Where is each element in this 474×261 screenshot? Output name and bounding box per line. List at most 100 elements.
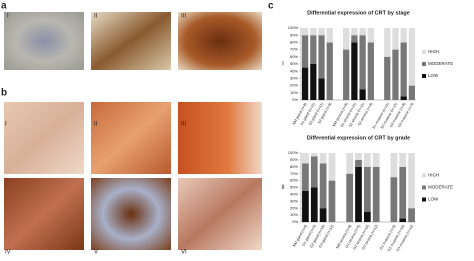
- bar-segment: [400, 28, 407, 43]
- y-tick-label: 40%: [290, 68, 298, 73]
- bar-segment: [355, 166, 362, 222]
- bar-segment: [326, 28, 333, 43]
- bar-segment: [319, 153, 327, 164]
- bar-segment: [319, 163, 327, 209]
- micrograph: [178, 102, 262, 174]
- bar-segment: [302, 163, 309, 191]
- bar-segment: [363, 153, 371, 167]
- bar-segment: [310, 187, 318, 222]
- bar-segment: [392, 49, 399, 100]
- bar-segment: [351, 28, 358, 36]
- legend-swatch: [422, 74, 426, 78]
- bar-segment: [355, 159, 362, 167]
- legend-label: MODERATE: [428, 185, 453, 190]
- legend-swatch: [422, 185, 426, 190]
- bar-segment: [384, 28, 391, 57]
- bar-segment: [301, 28, 309, 36]
- bar-segment: [310, 28, 317, 36]
- micrograph: [178, 178, 262, 250]
- bar-segment: [363, 211, 371, 222]
- image-label: I: [5, 122, 7, 128]
- bar-segment: [359, 89, 366, 100]
- panel-label: a: [1, 1, 7, 12]
- bar-segment: [384, 56, 391, 100]
- y-tick-label: 60%: [290, 54, 298, 59]
- y-tick-label: 30%: [290, 198, 298, 203]
- micrograph: [91, 178, 171, 250]
- legend-swatch: [422, 62, 426, 66]
- legend-label: MODERATE: [428, 61, 453, 66]
- bar-segment: [302, 153, 309, 164]
- bar-segment: [363, 166, 371, 212]
- panel-label: b: [1, 88, 7, 99]
- image-label: VI: [181, 250, 187, 256]
- bar-segment: [390, 153, 398, 178]
- bar-segment: [326, 42, 333, 100]
- bar-segment: [408, 153, 415, 209]
- bar-segment: [399, 166, 407, 219]
- bar-segment: [328, 153, 336, 181]
- legend-swatch: [422, 50, 426, 54]
- y-tick-label: 60%: [290, 178, 298, 183]
- bar-segment: [408, 208, 415, 222]
- bar-segment: [346, 173, 354, 222]
- bar-segment: [319, 208, 327, 222]
- bar-segment: [392, 28, 399, 50]
- bar-segment: [318, 28, 325, 36]
- y-tick-label: 80%: [290, 39, 298, 44]
- y-tick-label: 100%: [288, 150, 299, 155]
- micrograph: [91, 12, 171, 70]
- legend-label: HIGH: [428, 49, 439, 54]
- bar-segment: [310, 153, 318, 157]
- bar-segment: [351, 42, 358, 100]
- image-label: II: [94, 122, 98, 128]
- y-tick-label: 0%: [292, 219, 298, 224]
- bar-segment: [367, 42, 374, 100]
- y-tick-label: 80%: [290, 164, 298, 169]
- y-tick-label: 50%: [290, 185, 298, 190]
- y-tick-label: 90%: [290, 157, 298, 162]
- legend-label: LOW: [428, 73, 439, 78]
- bar-segment: [346, 153, 354, 174]
- bar-segment: [310, 35, 317, 64]
- y-tick-label: 90%: [290, 32, 298, 37]
- row-label: II: [281, 185, 285, 191]
- chart-title: Differential expression of CRT by stage: [307, 10, 410, 16]
- bar-segment: [318, 78, 325, 100]
- bar-segment: [408, 85, 416, 100]
- bar-segment: [351, 35, 358, 43]
- bar-segment: [355, 153, 362, 160]
- bar-segment: [359, 28, 366, 36]
- bar-segment: [399, 153, 407, 167]
- bar-segment: [367, 28, 374, 43]
- bar-segment: [310, 156, 318, 188]
- y-tick-label: 70%: [290, 171, 298, 176]
- micrograph: [4, 102, 84, 174]
- image-label: I: [7, 14, 9, 20]
- image-label: III: [181, 14, 186, 20]
- image-label: II: [94, 14, 98, 20]
- bar-segment: [310, 64, 317, 100]
- bar-segment: [301, 35, 309, 68]
- micrograph: [4, 178, 84, 250]
- legend-swatch: [422, 197, 426, 202]
- image-label: IV: [5, 250, 11, 256]
- bar-segment: [359, 35, 366, 90]
- bar-segment: [328, 180, 336, 222]
- bar-segment: [302, 190, 309, 222]
- y-tick-label: 70%: [290, 47, 298, 52]
- micrograph: [91, 102, 171, 174]
- legend-label: LOW: [428, 197, 439, 202]
- y-tick-label: 0%: [292, 97, 298, 102]
- bar-segment: [400, 96, 407, 100]
- bar-segment: [343, 49, 350, 100]
- chart-title: Differential expression of CRT by grade: [307, 135, 410, 141]
- micrograph: [4, 12, 84, 70]
- bar-segment: [343, 28, 350, 50]
- bar-segment: [399, 218, 407, 222]
- y-tick-label: 20%: [290, 205, 298, 210]
- y-tick-label: 30%: [290, 75, 298, 80]
- y-tick-label: 40%: [290, 191, 298, 196]
